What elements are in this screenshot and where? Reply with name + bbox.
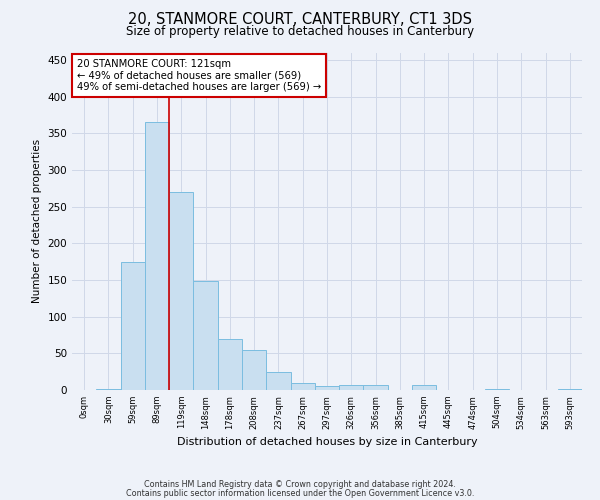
- Bar: [193, 282, 218, 390]
- Text: 20, STANMORE COURT, CANTERBURY, CT1 3DS: 20, STANMORE COURT, CANTERBURY, CT1 3DS: [128, 12, 472, 28]
- Bar: [242, 350, 266, 390]
- Bar: [485, 388, 509, 390]
- Bar: [96, 388, 121, 390]
- Text: Size of property relative to detached houses in Canterbury: Size of property relative to detached ho…: [126, 25, 474, 38]
- Text: Contains HM Land Registry data © Crown copyright and database right 2024.: Contains HM Land Registry data © Crown c…: [144, 480, 456, 489]
- Y-axis label: Number of detached properties: Number of detached properties: [32, 139, 42, 304]
- Bar: [364, 385, 388, 390]
- X-axis label: Distribution of detached houses by size in Canterbury: Distribution of detached houses by size …: [176, 437, 478, 447]
- Bar: [169, 192, 193, 390]
- Bar: [266, 372, 290, 390]
- Bar: [558, 388, 582, 390]
- Bar: [339, 385, 364, 390]
- Bar: [121, 262, 145, 390]
- Bar: [218, 338, 242, 390]
- Bar: [290, 382, 315, 390]
- Bar: [315, 386, 339, 390]
- Text: Contains public sector information licensed under the Open Government Licence v3: Contains public sector information licen…: [126, 488, 474, 498]
- Text: 20 STANMORE COURT: 121sqm
← 49% of detached houses are smaller (569)
49% of semi: 20 STANMORE COURT: 121sqm ← 49% of detac…: [77, 59, 322, 92]
- Bar: [145, 122, 169, 390]
- Bar: [412, 385, 436, 390]
